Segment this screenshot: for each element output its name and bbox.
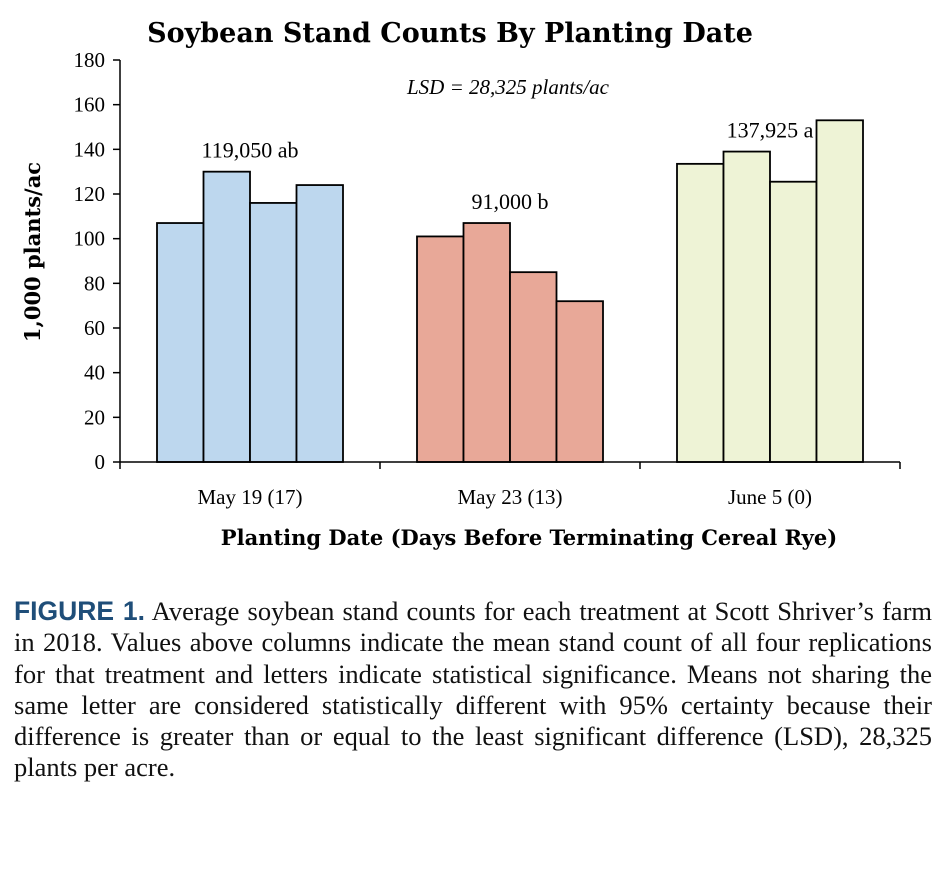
bar [815,119,864,463]
y-tick-label: 80 [84,271,105,295]
lsd-annotation: LSD = 28,325 plants/ac [406,75,610,99]
bar [509,271,558,463]
mean-label: 137,925 a [727,118,814,143]
x-axis: May 19 (17) May 23 (13) June 5 (0) [119,461,901,509]
y-tick-label: 180 [74,48,106,72]
figure-caption: FIGURE 1. Average soybean stand counts f… [14,596,932,784]
caption-text: Average soybean stand counts for each tr… [14,596,933,783]
y-axis-label: 1,000 plants/ac [20,162,45,342]
y-tick-label: 100 [74,227,106,251]
bar [722,150,771,463]
y-tick-label: 0 [95,450,106,474]
mean-label: 119,050 ab [202,138,299,163]
y-tick-label: 60 [84,316,105,340]
y-axis: 0 20 40 60 80 100 120 140 160 180 [74,48,121,474]
bar-chart: Soybean Stand Counts By Planting Date LS… [20,18,901,550]
bar [416,235,465,463]
x-category-label: June 5 (0) [728,485,812,509]
x-axis-label: Planting Date (Days Before Terminating C… [221,525,837,550]
bar [249,202,298,463]
bar [295,184,344,463]
bar [676,162,725,463]
bar [769,180,818,463]
caption-label: FIGURE 1. [14,596,146,626]
bar [202,170,251,463]
y-tick-label: 120 [74,182,106,206]
y-tick-label: 160 [74,93,106,117]
bar [462,222,511,463]
y-tick-label: 20 [84,405,105,429]
bar [156,222,205,463]
y-tick-label: 140 [74,137,106,161]
bar-series: 119,050 ab 91,000 b 137,925 a [156,118,864,463]
chart-title: Soybean Stand Counts By Planting Date [147,18,753,49]
bar [555,300,604,463]
x-category-label: May 19 (17) [198,485,303,509]
mean-label: 91,000 b [472,189,549,214]
x-category-label: May 23 (13) [458,485,563,509]
y-tick-label: 40 [84,361,105,385]
